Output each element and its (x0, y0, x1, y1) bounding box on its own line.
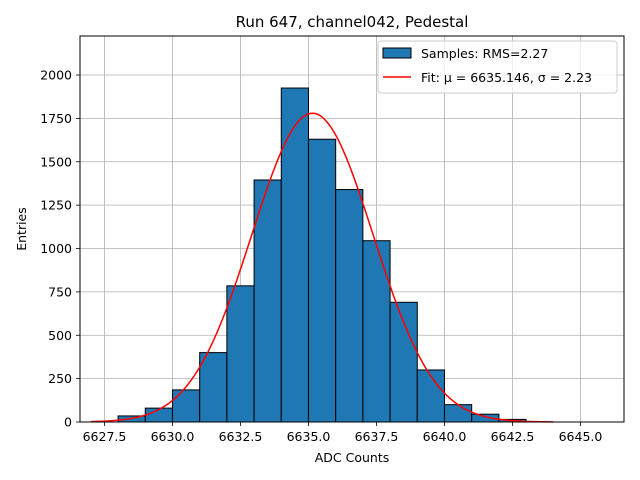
fit-curve-group (90, 112, 554, 423)
histogram-bar (253, 179, 282, 423)
histogram-bar (280, 87, 309, 423)
x-tick-label: 6642.5 (491, 429, 535, 444)
histogram-bars (117, 87, 527, 423)
histogram-bar (199, 352, 228, 423)
legend-swatch-samples (382, 47, 412, 59)
histogram-bar (171, 389, 201, 423)
x-tick-label: 6637.5 (355, 429, 399, 444)
x-tick-label: 6627.5 (83, 429, 127, 444)
legend-box (377, 40, 618, 94)
x-axis: 6627.5 6630.0 6632.5 6635.0 6637.5 6640.0 6642… (83, 422, 603, 444)
legend-label-samples: Samples: RMS=2.27 (421, 46, 548, 61)
x-tick-label: 6645.0 (559, 429, 603, 444)
fit-curve (90, 112, 554, 423)
chart-title: Run 647, channel042, Pedestal (236, 13, 469, 31)
y-tick-label: 1000 (40, 241, 72, 256)
histogram-bar (307, 138, 337, 423)
histogram-bar (389, 301, 418, 423)
x-tick-label: 6632.5 (219, 429, 263, 444)
legend: Samples: RMS=2.27 Fit: μ = 6635.146, σ =… (377, 40, 618, 94)
y-axis-title: Entries (14, 207, 29, 251)
histogram-bar (443, 404, 473, 423)
histogram-bar (416, 369, 445, 423)
histogram-bar (362, 240, 391, 423)
y-tick-label: 0 (64, 415, 72, 430)
y-tick-label: 1500 (40, 154, 72, 169)
y-tick-label: 1750 (40, 111, 72, 126)
plot-frame (79, 35, 625, 423)
y-tick-label: 250 (48, 371, 72, 386)
y-tick-label: 500 (48, 328, 72, 343)
y-axis: 0 250 500 750 1000 1250 1500 1750 2000 (40, 68, 80, 430)
histogram-bar (226, 285, 255, 423)
y-tick-label: 750 (48, 284, 72, 299)
y-tick-label: 2000 (40, 68, 72, 83)
histogram-bar (335, 189, 364, 423)
x-tick-label: 6640.0 (423, 429, 467, 444)
x-axis-title: ADC Counts (315, 450, 390, 465)
x-tick-label: 6630.0 (151, 429, 195, 444)
x-tick-label: 6635.0 (287, 429, 331, 444)
legend-label-fit: Fit: μ = 6635.146, σ = 2.23 (421, 70, 592, 85)
y-tick-label: 1250 (40, 198, 72, 213)
